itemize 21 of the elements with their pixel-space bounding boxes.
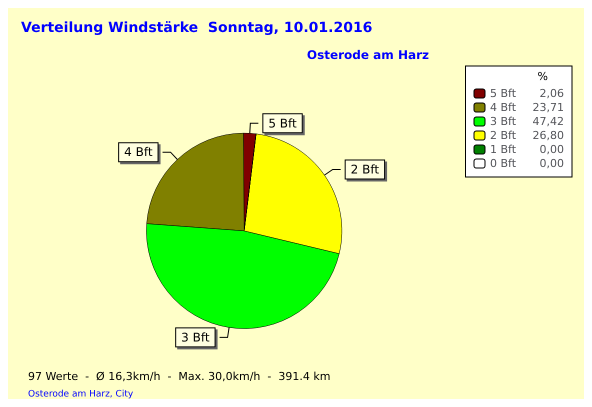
- legend-title: %: [538, 70, 548, 83]
- legend-label: 1 Bft: [490, 143, 517, 156]
- legend-label: 3 Bft: [490, 115, 517, 128]
- text: Osterode am Harz, City: [28, 390, 134, 400]
- text: 0,00: [540, 143, 564, 156]
- legend-label: 2 Bft: [490, 129, 517, 142]
- legend-label: 5 Bft: [490, 87, 517, 100]
- chart-subtitle: Osterode am Harz: [306, 48, 430, 62]
- data-label: 2,06: [540, 87, 564, 100]
- slice-label: 2 Bft: [350, 162, 380, 176]
- data-label: 47,42: [532, 115, 564, 128]
- text: 97 Werte - Ø 16,3km/h - Max. 30,0km/h - 391.4 km: [28, 370, 330, 383]
- data-label: 26,80: [532, 129, 564, 142]
- slice-label: 5 Bft: [268, 116, 298, 130]
- text: 0,00: [540, 157, 564, 170]
- legend-label: 0 Bft: [490, 157, 517, 170]
- legend-label: 4 Bft: [490, 101, 517, 114]
- slice-label: 3 Bft: [181, 330, 210, 344]
- slice-label: 4 Bft: [124, 145, 153, 160]
- chart-title: Verteilung Windstärke Sonntag, 10.01.2016: [21, 20, 372, 36]
- data-label: 23,71: [532, 101, 564, 114]
